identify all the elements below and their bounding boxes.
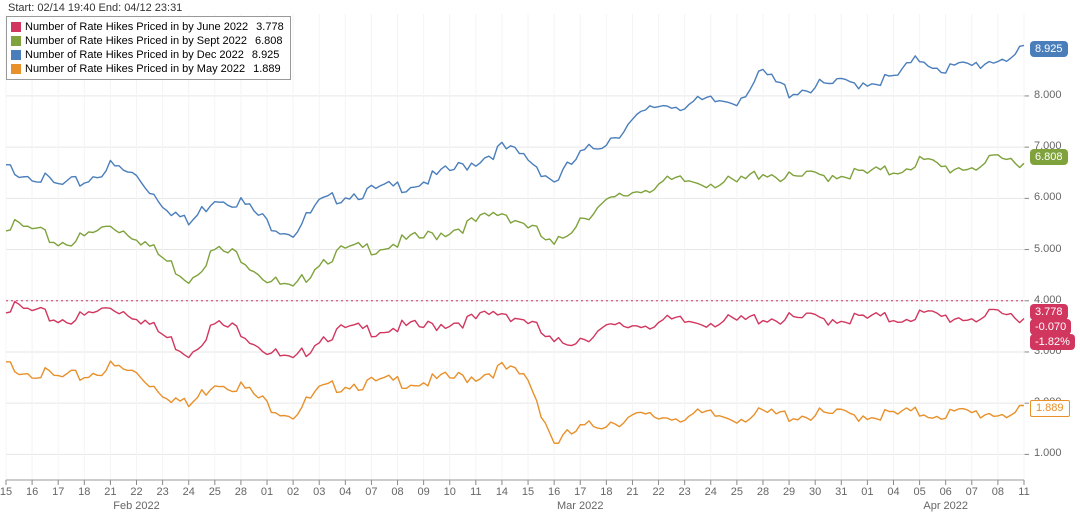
- x-day-label: 10: [444, 486, 456, 498]
- x-day-label: 21: [104, 486, 116, 498]
- x-day-label: 01: [261, 486, 273, 498]
- x-day-label: 31: [835, 486, 847, 498]
- x-day-label: 07: [365, 486, 377, 498]
- y-tick-label: 1.000: [1034, 447, 1062, 459]
- y-tick-label: 6.000: [1034, 191, 1062, 203]
- x-day-label: 02: [287, 486, 299, 498]
- x-day-label: 11: [1018, 486, 1029, 498]
- x-day-label: 28: [235, 486, 247, 498]
- x-day-label: 24: [705, 486, 717, 498]
- x-day-label: 23: [156, 486, 168, 498]
- x-day-label: 23: [679, 486, 691, 498]
- x-month-label: Mar 2022: [557, 500, 603, 512]
- legend-row-june: Number of Rate Hikes Priced in by June 2…: [11, 20, 284, 34]
- x-day-label: 25: [731, 486, 743, 498]
- legend-swatch: [11, 22, 21, 32]
- legend-label: Number of Rate Hikes Priced in by Dec 20…: [25, 48, 244, 62]
- legend-swatch: [11, 50, 21, 60]
- x-day-label: 01: [861, 486, 873, 498]
- y-tick-label: 8.000: [1034, 89, 1062, 101]
- x-day-label: 30: [809, 486, 821, 498]
- y-tick-label: 5.000: [1034, 243, 1062, 255]
- x-day-label: 03: [313, 486, 325, 498]
- x-day-label: 06: [940, 486, 952, 498]
- x-day-label: 11: [470, 486, 481, 498]
- legend-row-sept: Number of Rate Hikes Priced in by Sept 2…: [11, 34, 284, 48]
- series-end-pill-june: -1.82%: [1030, 334, 1075, 350]
- x-day-label: 18: [78, 486, 90, 498]
- x-day-label: 18: [600, 486, 612, 498]
- legend-value: 1.889: [253, 62, 281, 76]
- chart-container: Start: 02/14 19:40 End: 04/12 23:31 Numb…: [0, 0, 1080, 523]
- x-day-label: 16: [26, 486, 38, 498]
- x-day-label: 16: [548, 486, 560, 498]
- legend-row-may: Number of Rate Hikes Priced in by May 20…: [11, 62, 284, 76]
- legend-swatch: [11, 64, 21, 74]
- series-end-pill-june: -0.070: [1030, 319, 1071, 335]
- x-day-label: 25: [209, 486, 221, 498]
- x-day-label: 15: [0, 486, 12, 498]
- time-range-header: Start: 02/14 19:40 End: 04/12 23:31: [8, 2, 182, 14]
- x-day-label: 22: [130, 486, 142, 498]
- legend-label: Number of Rate Hikes Priced in by Sept 2…: [25, 34, 247, 48]
- x-month-label: Apr 2022: [923, 500, 968, 512]
- series-end-pill-june: 3.778: [1030, 304, 1068, 320]
- legend-label: Number of Rate Hikes Priced in by June 2…: [25, 20, 248, 34]
- x-day-label: 05: [913, 486, 925, 498]
- x-day-label: 22: [652, 486, 664, 498]
- series-end-pill-sept: 6.808: [1030, 149, 1068, 165]
- series-end-box-may: 1.889: [1030, 400, 1070, 417]
- legend-box: Number of Rate Hikes Priced in by June 2…: [6, 16, 291, 80]
- legend-label: Number of Rate Hikes Priced in by May 20…: [25, 62, 245, 76]
- x-day-label: 21: [626, 486, 638, 498]
- x-day-label: 28: [757, 486, 769, 498]
- x-day-label: 09: [418, 486, 430, 498]
- x-month-label: Feb 2022: [113, 500, 159, 512]
- x-day-label: 15: [522, 486, 534, 498]
- legend-swatch: [11, 36, 21, 46]
- x-day-label: 07: [966, 486, 978, 498]
- x-day-label: 08: [391, 486, 403, 498]
- x-day-label: 04: [887, 486, 899, 498]
- x-day-label: 14: [496, 486, 508, 498]
- legend-value: 8.925: [252, 48, 280, 62]
- x-day-label: 29: [783, 486, 795, 498]
- x-day-label: 04: [339, 486, 351, 498]
- legend-value: 3.778: [256, 20, 284, 34]
- x-day-label: 17: [52, 486, 64, 498]
- series-end-pill-dec: 8.925: [1030, 41, 1068, 57]
- x-day-label: 17: [574, 486, 586, 498]
- x-day-label: 24: [183, 486, 195, 498]
- x-day-label: 08: [992, 486, 1004, 498]
- legend-value: 6.808: [255, 34, 283, 48]
- legend-row-dec: Number of Rate Hikes Priced in by Dec 20…: [11, 48, 284, 62]
